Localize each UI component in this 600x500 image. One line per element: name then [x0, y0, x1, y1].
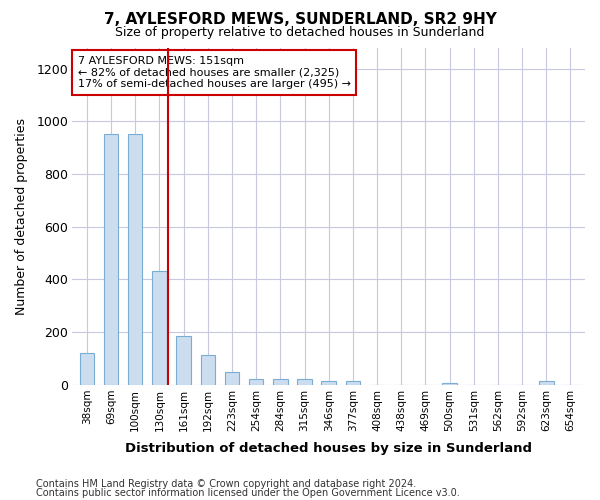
- Bar: [322, 380, 336, 384]
- Bar: [200, 355, 215, 384]
- X-axis label: Distribution of detached houses by size in Sunderland: Distribution of detached houses by size …: [125, 442, 532, 455]
- Text: Contains public sector information licensed under the Open Government Licence v3: Contains public sector information licen…: [36, 488, 460, 498]
- Bar: [225, 372, 239, 384]
- Bar: [176, 336, 191, 384]
- Bar: [539, 382, 554, 384]
- Text: 7 AYLESFORD MEWS: 151sqm
← 82% of detached houses are smaller (2,325)
17% of sem: 7 AYLESFORD MEWS: 151sqm ← 82% of detach…: [77, 56, 350, 89]
- Bar: [152, 272, 167, 384]
- Bar: [297, 380, 312, 384]
- Bar: [273, 380, 287, 384]
- Y-axis label: Number of detached properties: Number of detached properties: [15, 118, 28, 314]
- Bar: [128, 134, 142, 384]
- Bar: [249, 380, 263, 384]
- Text: Contains HM Land Registry data © Crown copyright and database right 2024.: Contains HM Land Registry data © Crown c…: [36, 479, 416, 489]
- Text: 7, AYLESFORD MEWS, SUNDERLAND, SR2 9HY: 7, AYLESFORD MEWS, SUNDERLAND, SR2 9HY: [104, 12, 496, 28]
- Bar: [346, 380, 360, 384]
- Text: Size of property relative to detached houses in Sunderland: Size of property relative to detached ho…: [115, 26, 485, 39]
- Bar: [104, 134, 118, 384]
- Bar: [80, 353, 94, 384]
